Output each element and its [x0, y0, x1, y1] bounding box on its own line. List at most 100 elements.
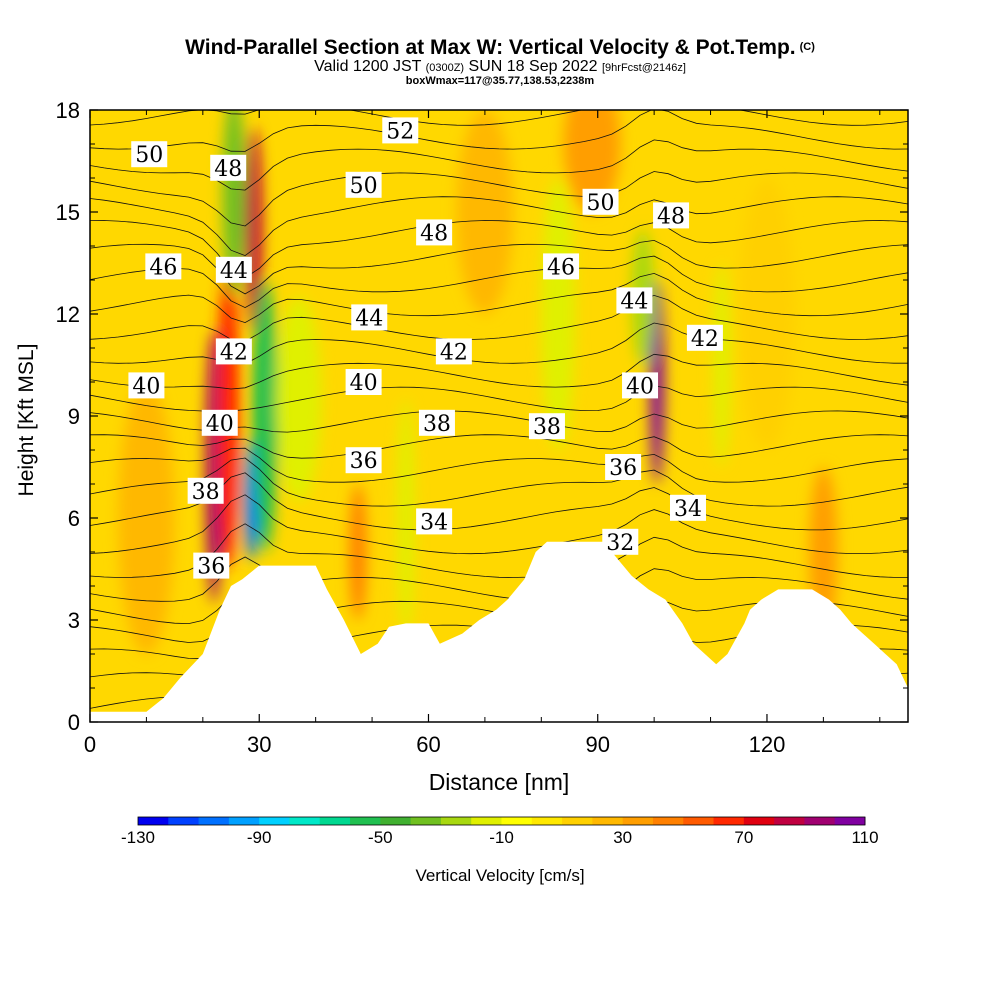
contour-label-text: 40 [132, 374, 160, 399]
contour-label-text: 46 [149, 255, 177, 280]
theta-contour-line [90, 42, 908, 78]
theta-contour-line [90, 110, 908, 126]
contour-label: 40 [201, 409, 238, 437]
colorbar-swatch [380, 817, 412, 825]
contour-label: 46 [543, 253, 580, 280]
colorbar-swatch [743, 817, 775, 825]
contour-label-text: 44 [355, 306, 383, 331]
contour-label-text: 48 [214, 157, 242, 182]
colorbar-swatch [622, 817, 654, 825]
chart-subtitle: Valid 1200 JST (0300Z) SUN 18 Sep 2022 [… [314, 58, 686, 75]
colorbar-swatch [713, 817, 745, 825]
theta-contour-line [90, 472, 908, 531]
colorbar-swatch [804, 817, 836, 825]
contour-label-text: 46 [547, 255, 575, 280]
colorbar-swatch [834, 817, 866, 825]
colorbar-frame [137, 816, 866, 826]
x-axis: 0 30 60 90 120 [84, 110, 881, 757]
x-tick-label: 90 [585, 732, 609, 757]
colorbar-swatch [259, 817, 290, 825]
colorbar-tick-label: 110 [851, 828, 878, 847]
colorbar-swatch [471, 817, 502, 825]
y-tick-label: 12 [56, 302, 80, 327]
contour-label-text: 40 [626, 374, 654, 399]
contour-label-text: 50 [135, 143, 163, 168]
y-tick-label: 6 [68, 506, 80, 531]
y-tick-label: 18 [56, 98, 80, 123]
contour-label: 40 [622, 372, 659, 399]
contour-label-text: 40 [206, 412, 234, 437]
contour-label: 36 [345, 447, 382, 474]
contour-label: 48 [210, 154, 247, 182]
colorbar-swatch [319, 817, 351, 825]
contour-label: 50 [131, 141, 168, 168]
theta-contour-line [90, 196, 908, 257]
colorbar-swatch [410, 817, 442, 825]
contour-label-text: 42 [220, 340, 248, 365]
velocity-region [456, 110, 514, 314]
colorbar-swatch [592, 817, 624, 825]
colorbar-swatch [531, 817, 563, 825]
contour-label: 40 [345, 369, 382, 396]
colorbar-tick-label: -90 [247, 828, 272, 847]
velocity-region [541, 178, 576, 450]
colorbar-swatch [774, 817, 805, 825]
contour-label-text: 52 [386, 119, 414, 144]
theta-contour-line [90, 447, 908, 483]
x-tick-label: 120 [749, 732, 786, 757]
contour-label: 42 [215, 338, 252, 365]
contour-label-text: 48 [657, 204, 685, 229]
colorbar-swatch [440, 817, 472, 825]
theta-contour-line [90, 272, 908, 324]
theta-contour-line [90, 294, 908, 342]
contour-label: 44 [616, 287, 653, 314]
theta-contour-line [90, 494, 908, 555]
contour-label: 42 [435, 338, 472, 365]
contour-label: 38 [418, 409, 455, 437]
contour-label: 50 [345, 171, 382, 199]
contour-label: 42 [686, 324, 723, 352]
contour-label-text: 38 [533, 415, 561, 440]
contour-labels: 52 50 48 50 50 48 48 46 44 46 44 44 42 42 42 40 40 40 40 38… [128, 117, 723, 580]
y-tick-label: 9 [68, 404, 80, 429]
contour-label: 44 [215, 256, 252, 284]
contour-label: 36 [193, 552, 230, 580]
contour-label: 44 [351, 304, 388, 331]
velocity-region [252, 280, 278, 552]
theta-contour-line [90, 59, 908, 101]
colorbar-tick-label: 30 [613, 828, 632, 847]
contour-label: 34 [416, 508, 453, 535]
contour-label-text: 36 [197, 555, 225, 580]
colorbar-swatch [562, 817, 593, 825]
contour-label-text: 38 [192, 480, 220, 505]
contour-label: 48 [653, 202, 690, 229]
contour-label-text: 38 [423, 412, 451, 437]
velocity-region [713, 263, 731, 467]
velocity-region [118, 382, 175, 654]
terrain [90, 541, 908, 722]
contour-label: 36 [605, 454, 642, 481]
theta-contour-line [90, 523, 908, 578]
contour-label-text: 48 [420, 221, 448, 246]
chart-title: Wind-Parallel Section at Max W: Vertical… [185, 36, 815, 59]
x-axis-label: Distance [nm] [429, 769, 570, 795]
contour-label: 40 [128, 372, 165, 399]
colorbar-tick-label: 70 [734, 828, 753, 847]
contour-label-text: 50 [350, 174, 378, 199]
colorbar-tick-label: -10 [489, 828, 514, 847]
colorbar-swatch [228, 817, 260, 825]
theta-contour-line [90, 353, 908, 390]
colorbar-swatch [683, 817, 715, 825]
y-axis-label: Height [Kft MSL] [15, 344, 38, 497]
chart-box-wmax: boxWmax=117@35.77,138.53,2238m [405, 75, 595, 87]
contour-label-text: 50 [587, 191, 615, 216]
contour-label: 50 [582, 188, 619, 216]
velocity-region [276, 297, 322, 501]
contour-label: 48 [416, 219, 453, 246]
y-tick-label: 3 [68, 608, 80, 633]
colorbar-swatch [289, 817, 321, 825]
contour-label-text: 34 [420, 510, 448, 535]
plot-area: 52 50 48 50 50 48 48 46 44 46 44 44 42 42 42 40 40 40 40 38… [90, 42, 908, 722]
velocity-region [349, 484, 367, 620]
